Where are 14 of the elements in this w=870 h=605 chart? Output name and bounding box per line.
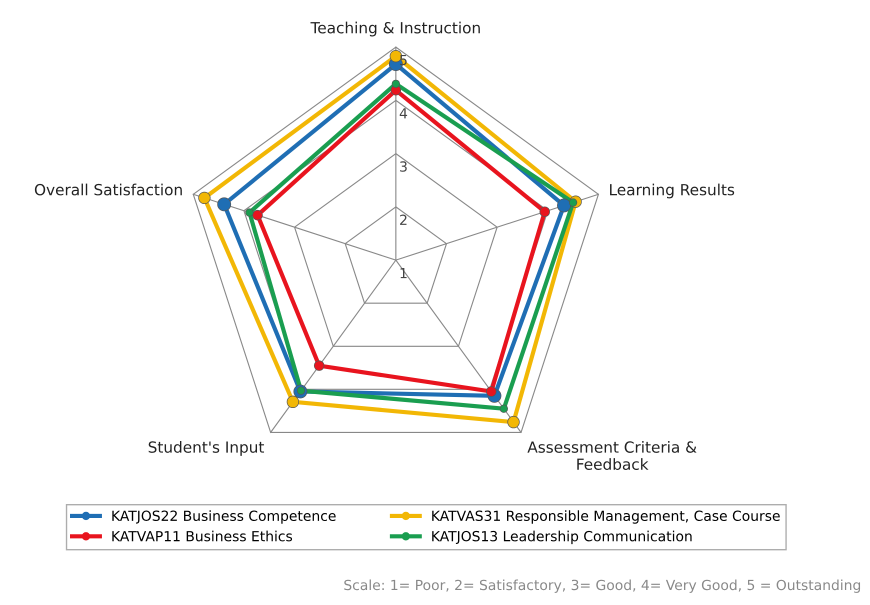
y-tick-label: 4 xyxy=(400,108,408,118)
legend-label: KATJOS22 Business Competence xyxy=(112,510,336,524)
spoke-label: Overall Satisfaction xyxy=(34,184,182,196)
spoke-label: Learning Results xyxy=(610,184,734,198)
y-tick-label: 3 xyxy=(400,161,407,172)
spoke-label: Student's Input xyxy=(148,441,264,456)
legend-label: KATVAP11 Business Ethics xyxy=(112,530,292,542)
legend-label: KATVAS31 Responsible Management, Case Course xyxy=(432,510,780,524)
legend-label: KATJOS13 Leadership Communication xyxy=(432,530,692,544)
spoke-label: Assessment Criteria & Feedback xyxy=(527,441,697,470)
y-tick-label: 5 xyxy=(400,54,407,66)
text: Scale: 1= Poor, 2= Satisfactory, 3= Good, 4= Very Good, 5 = Outstanding xyxy=(344,579,860,593)
spoke-label: Teaching & Instruction xyxy=(310,22,480,36)
y-tick-label: 2 xyxy=(400,214,406,225)
